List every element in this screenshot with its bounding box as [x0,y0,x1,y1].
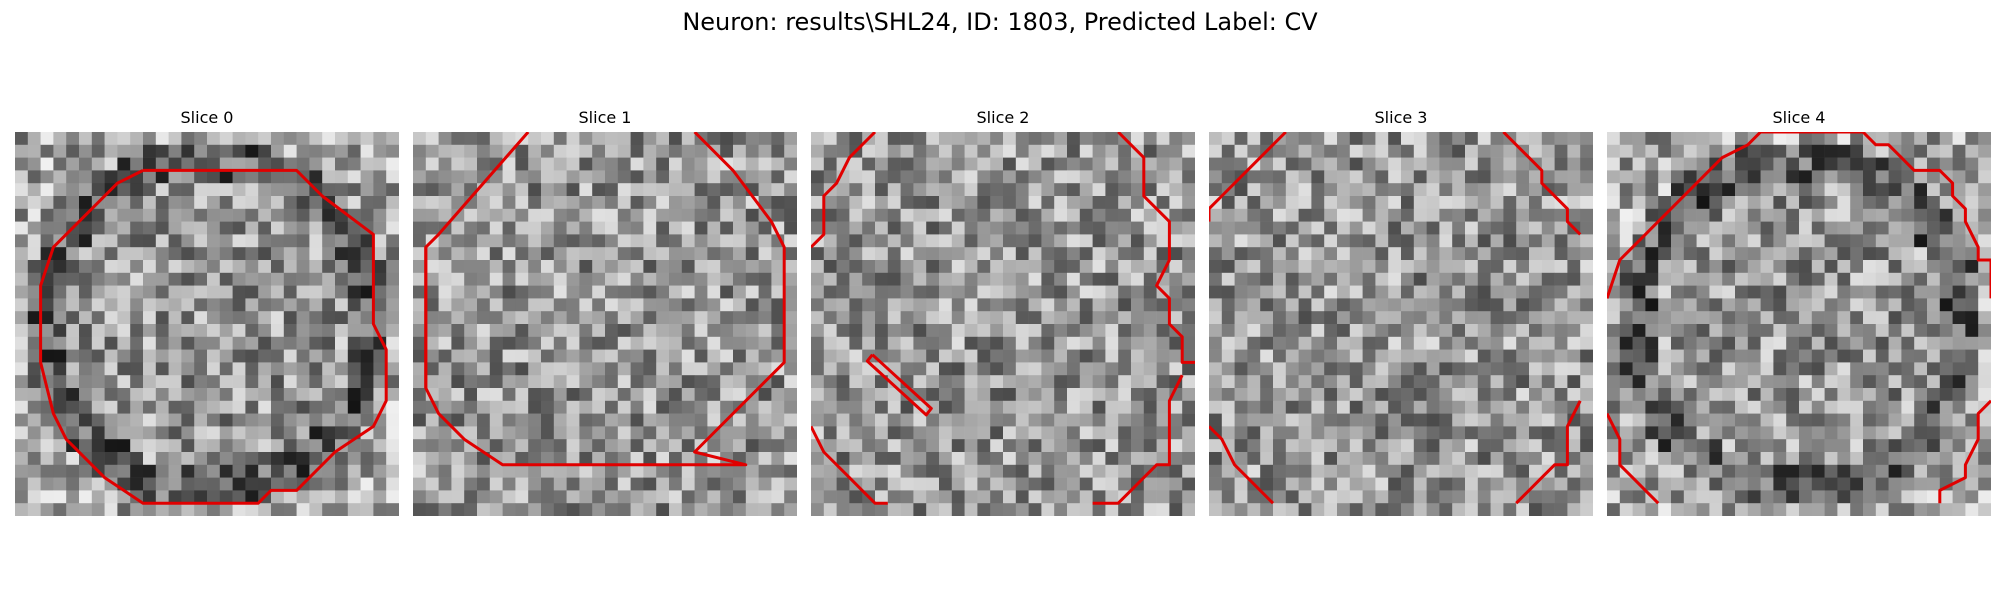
slice-panel-1: Slice 1 [413,108,797,516]
pixel-grid [1209,132,1593,516]
contour-line [1938,399,1991,504]
slice-image-1 [413,132,797,516]
contour-line [1515,400,1582,505]
slice-title: Slice 4 [1772,108,1826,127]
figure-title: Neuron: results\SHL24, ID: 1803, Predict… [682,8,1318,36]
pixel-grid [1607,132,1991,516]
contour-line [1209,425,1275,505]
contour-line [865,353,933,417]
pixel-grid [413,132,797,516]
contour-line [1209,132,1287,222]
slice-panel-2: Slice 2 [811,108,1195,516]
slice-panel-3: Slice 3 [1209,108,1593,516]
contour-line [811,132,877,249]
slice-title: Slice 0 [180,108,234,127]
slice-image-0 [15,132,399,516]
slice-title: Slice 3 [1374,108,1428,127]
pixel-grid [811,132,1195,516]
contour-line [39,168,388,505]
slice-image-4 [1607,132,1991,516]
slice-image-2 [811,132,1195,516]
contour-line [1092,374,1184,505]
slice-panel-0: Slice 0 [15,108,399,516]
slice-title: Slice 2 [976,108,1030,127]
pixel-grid [15,132,399,516]
slice-image-3 [1209,132,1593,516]
contour-line [811,425,888,505]
slice-title: Slice 1 [578,108,632,127]
contour-line [1502,132,1582,236]
contour-line [1607,412,1660,505]
contour-line [1117,132,1195,364]
slice-panel-4: Slice 4 [1607,108,1991,516]
contour-line [1607,132,1991,299]
